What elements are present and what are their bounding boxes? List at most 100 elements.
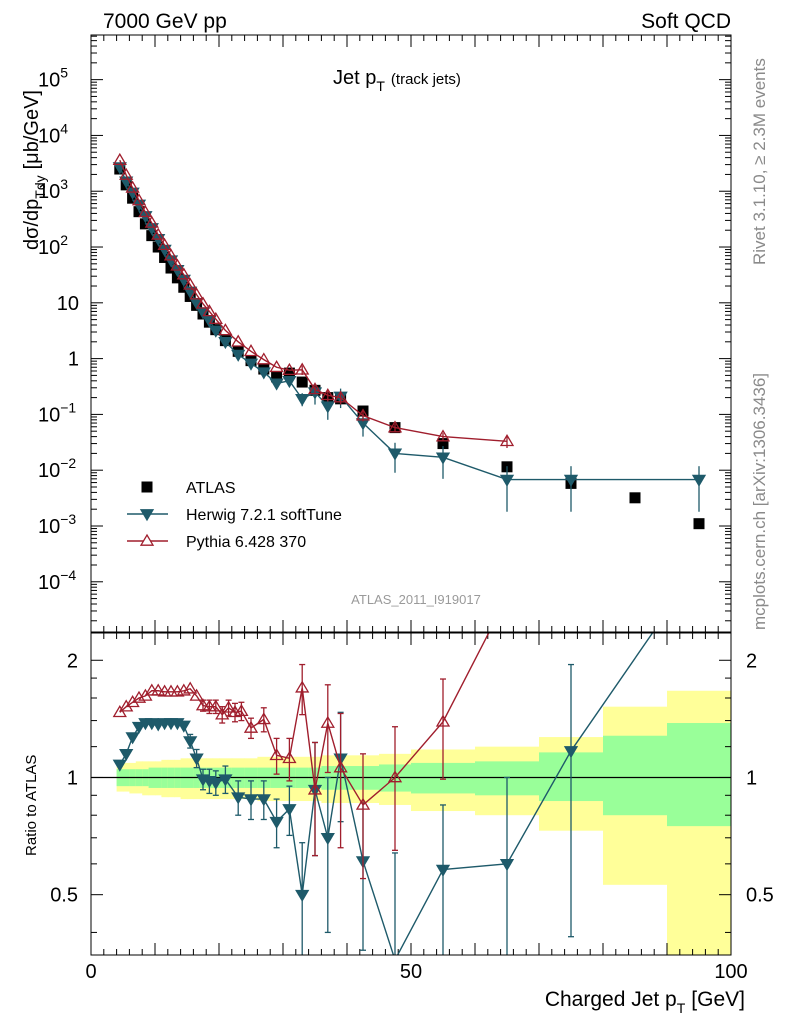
pythia-point: [170, 258, 185, 271]
pythia-point: [307, 382, 323, 395]
ratio-y-axis-title: Ratio to ATLAS: [23, 755, 40, 856]
y-tick-label: 10−2: [38, 455, 76, 482]
pythia-ratio-point: [151, 683, 166, 696]
pythia-ratio-point: [307, 782, 323, 795]
pythia-point: [176, 267, 191, 280]
pythia-point: [163, 248, 179, 261]
herwig-point: [243, 358, 259, 371]
pythia-point: [387, 420, 403, 433]
herwig-ratio-point: [176, 720, 191, 733]
herwig-ratio-point: [218, 774, 233, 787]
pythia-point: [202, 304, 217, 317]
green-band-bin: [667, 723, 731, 827]
pythia-ratio-point: [269, 748, 284, 761]
herwig-ratio-point: [119, 748, 134, 762]
plot-title-sub: T: [376, 78, 385, 94]
atlas-point: [165, 262, 177, 274]
main-frame: [90, 34, 732, 633]
main-series: [112, 152, 707, 530]
y-axis-title-unit: [μb/GeV]: [21, 90, 43, 169]
atlas-point: [693, 518, 705, 530]
herwig-ratio-point: [231, 792, 246, 805]
atlas-point: [159, 251, 171, 263]
legend-label: Herwig 7.2.1 softTune: [186, 507, 342, 524]
y-tick-label: 104: [38, 120, 68, 147]
legend-label: Pythia 6.428 370: [186, 534, 306, 551]
herwig-ratio-point: [693, 561, 705, 571]
ratio-y-tick-label: 0.5: [50, 885, 78, 907]
atlas-point: [152, 241, 164, 253]
ratio-axes: 0 50 100 0.5 0.5 1 1 2 2: [50, 633, 774, 983]
pythia-point: [125, 180, 140, 193]
atlas-point: [146, 230, 158, 242]
y-tick-label: 10−1: [38, 399, 76, 426]
herwig-point: [295, 393, 310, 407]
pythia-point: [144, 215, 159, 228]
atlas-point: [271, 371, 283, 383]
y-tick-label: 10: [57, 293, 79, 315]
pythia-point: [131, 193, 147, 206]
plot-title-suffix: (track jets): [391, 71, 461, 88]
rivet-version-label: Rivet 3.1.10, ≥ 2.3M events: [750, 58, 769, 265]
pythia-ratio-point: [195, 698, 211, 711]
main-axes: 10−4 10−3 10−2 10−1 1 10 102 103 104 105: [38, 35, 732, 632]
y-tick-label: 10−3: [38, 511, 76, 538]
pythia-ratio-point: [208, 699, 223, 712]
herwig-ratio-point: [189, 753, 204, 766]
y-axis-title: dσ/dpTdy[μb/GeV]: [21, 90, 48, 250]
x-axis-title: Charged Jet pT [GeV]: [545, 988, 745, 1016]
pythia-ratio-point: [256, 712, 271, 725]
ratio-y-tick-label: 2: [67, 650, 78, 672]
herwig-point: [320, 401, 335, 414]
pythia-point: [195, 296, 211, 309]
herwig-point: [269, 378, 284, 391]
x-tick-label: 100: [714, 961, 747, 983]
pythia-ratio-point: [119, 699, 134, 712]
herwig-ratio-point: [131, 721, 147, 735]
x-tick-label: 0: [85, 961, 96, 983]
legend-label: ATLAS: [186, 480, 236, 497]
herwig-point: [691, 474, 707, 487]
pythia-ratio-point: [131, 690, 147, 703]
herwig-ratio-point: [125, 732, 140, 745]
pythia-ratio-point: [163, 684, 179, 697]
pythia-ratio-point: [125, 695, 140, 708]
atlas-point: [437, 438, 449, 450]
herwig-point: [563, 474, 579, 487]
herwig-ratio-point: [320, 832, 335, 846]
legend: ATLAS Herwig 7.2.1 softTune Pythia 6.428 3…: [127, 480, 342, 551]
pythia-point: [138, 204, 153, 218]
pythia-point: [218, 323, 233, 336]
header-left: 7000 GeV pp: [103, 10, 227, 33]
pythia-ratio-point: [387, 770, 403, 783]
x-axis-title-sub: T: [677, 1000, 686, 1016]
pythia-ratio-point: [282, 751, 297, 764]
pythia-ratio-point: [355, 797, 371, 810]
y-tick-label: 105: [38, 65, 68, 92]
atlas-point: [629, 492, 641, 504]
plot-title: Jet pT (track jets): [333, 67, 461, 94]
pythia-ratio-point: [295, 680, 310, 693]
series-line: [119, 159, 508, 442]
pythia-ratio-point: [221, 700, 236, 713]
legend-atlas-marker: [141, 481, 153, 493]
x-tick-label: 50: [400, 961, 422, 983]
ratio-y-tick-label-right: 0.5: [746, 885, 774, 907]
herwig-ratio-point: [112, 759, 127, 772]
pythia-ratio-point: [435, 714, 451, 727]
pythia-ratio-point: [501, 591, 513, 601]
herwig-point: [282, 375, 297, 389]
herwig-point: [435, 452, 451, 465]
y-tick-label: 1: [68, 349, 79, 371]
pythia-point: [208, 311, 223, 324]
pythia-point: [269, 359, 284, 373]
herwig-ratio-point: [243, 794, 259, 807]
herwig-ratio-point: [499, 859, 515, 872]
pythia-ratio-point: [234, 703, 249, 717]
legend-pythia-marker: [139, 533, 155, 546]
x-axis-title-unit: [GeV]: [691, 988, 745, 1011]
herwig-ratio-point: [282, 804, 297, 817]
pythia-point: [320, 388, 335, 401]
pythia-ratio-point: [243, 720, 259, 733]
pythia-point: [151, 227, 166, 240]
